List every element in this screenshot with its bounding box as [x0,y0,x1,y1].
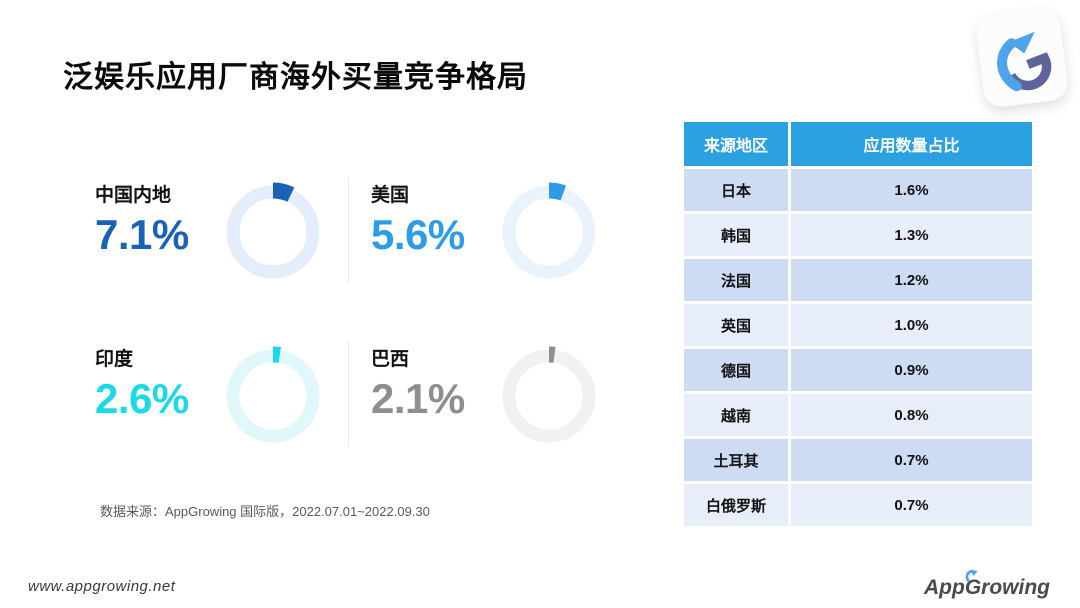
donut-chart [502,346,596,443]
share-cell: 0.8% [791,394,1032,436]
country-card: 中国内地 7.1% [95,178,349,282]
share-cell: 0.7% [791,439,1032,481]
brand-growing-text: Growing [964,576,1050,599]
country-card: 印度 2.6% [95,342,349,446]
source-note: 数据来源：AppGrowing 国际版，2022.07.01~2022.09.3… [100,504,430,519]
region-cell: 土耳其 [684,439,788,481]
country-label: 美国 [371,185,410,206]
table-header-region: 来源地区 [684,122,788,166]
share-cell: 1.3% [791,214,1032,256]
country-share-value: 5.6% [371,211,465,258]
country-share-value: 2.1% [371,375,465,422]
country-share-value: 2.6% [95,375,189,422]
share-cell: 0.7% [791,484,1032,526]
country-label: 印度 [95,349,134,370]
country-card: 巴西 2.1% [349,342,607,446]
region-share-table: 来源地区 应用数量占比 日本 1.6% 韩国 1.3% 法国 1.2% 英国 1.0% 德国 0.… [684,122,1032,526]
donut-cards: 中国内地 7.1% 美国 5.6% 印度 2.6% 巴西 2.1% [95,178,607,446]
donut-chart [502,182,596,279]
share-cell: 1.0% [791,304,1032,346]
region-cell: 德国 [684,349,788,391]
footer-brand-logo: App Growing [924,569,1050,600]
share-cell: 0.9% [791,349,1032,391]
appgrowing-g-glyph [997,31,1052,92]
share-cell: 1.2% [791,259,1032,301]
country-share-value: 7.1% [95,211,189,258]
table-row: 法国 1.2% [684,259,1032,301]
brand-growing-wrap: Growing [964,569,1050,600]
region-cell: 英国 [684,304,788,346]
table-row: 越南 0.8% [684,394,1032,436]
table-row: 土耳其 0.7% [684,439,1032,481]
page-title: 泛娱乐应用厂商海外买量竞争格局 [63,61,528,94]
brand-app-text: App [924,576,965,599]
footer-url: www.appgrowing.net [28,578,176,595]
region-cell: 越南 [684,394,788,436]
region-cell: 法国 [684,259,788,301]
country-card: 美国 5.6% [349,178,607,282]
table-header-row: 来源地区 应用数量占比 [684,122,1032,166]
table-body: 日本 1.6% 韩国 1.3% 法国 1.2% 英国 1.0% 德国 0.9% 越南 0.8% 土耳其 0… [684,169,1032,526]
table-row: 日本 1.6% [684,169,1032,211]
table-header-share: 应用数量占比 [791,122,1032,166]
donut-chart [226,346,320,443]
country-label: 中国内地 [95,185,172,206]
share-cell: 1.6% [791,169,1032,211]
region-cell: 韩国 [684,214,788,256]
region-cell: 日本 [684,169,788,211]
table-row: 德国 0.9% [684,349,1032,391]
table-row: 韩国 1.3% [684,214,1032,256]
donut-chart [226,182,320,279]
appgrowing-logo-icon [974,7,1070,109]
table-row: 白俄罗斯 0.7% [684,484,1032,526]
region-cell: 白俄罗斯 [684,484,788,526]
table-row: 英国 1.0% [684,304,1032,346]
country-label: 巴西 [371,349,410,370]
brand-arrow-icon [965,569,978,582]
